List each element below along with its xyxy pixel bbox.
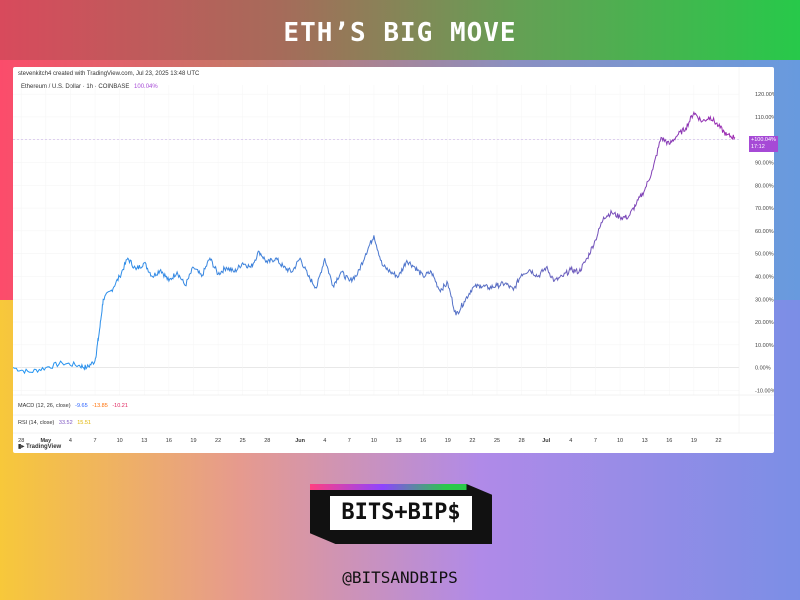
x-tick-label: 19 bbox=[190, 438, 196, 444]
y-tick-label: 70.00% bbox=[755, 206, 774, 212]
x-tick-label: 28 bbox=[18, 438, 24, 444]
x-tick-label: 10 bbox=[371, 438, 377, 444]
x-tick-label: 19 bbox=[691, 438, 697, 444]
y-tick-label: 120.00% bbox=[755, 92, 774, 98]
chart-symbol: Ethereum / U.S. Dollar · 1h · COINBASE 1… bbox=[21, 84, 158, 90]
x-tick-label: 28 bbox=[264, 438, 270, 444]
x-tick-label: 13 bbox=[141, 438, 147, 444]
brand-label: TradingView bbox=[25, 444, 62, 450]
chart-card: stevenkitch4 created with TradingView.co… bbox=[13, 67, 778, 453]
x-tick-label: 7 bbox=[94, 438, 97, 444]
price-chart: 120.00% 110.00% 10 0.00% 90.00% 80.00% 70.00% 6… bbox=[13, 67, 774, 444]
logo-text: BITS+BIP$ bbox=[330, 496, 472, 530]
tradingview-logo[interactable]: ▮▸ TradingView bbox=[18, 443, 61, 450]
y-tick-label: 110.00% bbox=[755, 115, 774, 121]
x-tick-label: 22 bbox=[215, 438, 221, 444]
tradingview-icon: ▮▸ bbox=[18, 444, 26, 450]
x-tick-label: 25 bbox=[494, 438, 500, 444]
x-tick-label: 10 bbox=[617, 438, 623, 444]
y-tick-label: 50.00% bbox=[755, 252, 774, 258]
macd-label: MACD (12, 26, close) bbox=[18, 403, 71, 409]
headline: ETH’S BIG MOVE bbox=[283, 18, 517, 48]
current-value-badge: +100.04% 17:12 bbox=[749, 135, 778, 152]
logo-stripe bbox=[310, 484, 467, 490]
x-tick-label: 28 bbox=[519, 438, 525, 444]
x-tick-label: 19 bbox=[445, 438, 451, 444]
x-tick-label: 13 bbox=[642, 438, 648, 444]
y-tick-label: 40.00% bbox=[755, 274, 774, 280]
symbol-label: Ethereum / U.S. Dollar · 1h · COINBASE bbox=[21, 84, 130, 90]
rsi-indicator: RSI (14, close) 33.52 15.51 bbox=[18, 420, 91, 426]
social-handle: @BITSANDBIPS bbox=[342, 568, 458, 587]
x-tick-label: 25 bbox=[240, 438, 246, 444]
y-tick-label: 60.00% bbox=[755, 229, 774, 235]
x-tick-label: 7 bbox=[594, 438, 597, 444]
x-tick-label: 16 bbox=[166, 438, 172, 444]
macd-value-1: -9.65 bbox=[75, 403, 88, 409]
series-line-eth bbox=[13, 110, 736, 375]
x-tick-label: 4 bbox=[69, 438, 72, 444]
x-tick-label: 4 bbox=[323, 438, 326, 444]
y-tick-label: 0.00% bbox=[755, 366, 771, 372]
bits-and-bips-logo: BITS+BIP$ bbox=[310, 484, 492, 544]
y-tick-label: 20.00% bbox=[755, 320, 774, 326]
x-tick-label: Jul bbox=[542, 438, 550, 444]
macd-value-3: -10.21 bbox=[112, 403, 128, 409]
current-time: 17:12 bbox=[751, 143, 765, 150]
y-tick-label: 30.00% bbox=[755, 297, 774, 303]
macd-value-2: -13.85 bbox=[92, 403, 108, 409]
x-tick-label: May bbox=[40, 438, 52, 444]
x-tick-label: 4 bbox=[569, 438, 572, 444]
chart-credit: stevenkitch4 created with TradingView.co… bbox=[18, 71, 200, 77]
x-tick-label: 16 bbox=[666, 438, 672, 444]
rsi-value-2: 15.51 bbox=[77, 420, 91, 426]
macd-indicator: MACD (12, 26, close) -9.65 -13.85 -10.21 bbox=[18, 403, 128, 409]
x-tick-label: 22 bbox=[715, 438, 721, 444]
x-tick-label: 10 bbox=[117, 438, 123, 444]
y-tick-label: 90.00% bbox=[755, 161, 774, 167]
x-tick-label: Jun bbox=[295, 438, 305, 444]
x-tick-label: 16 bbox=[420, 438, 426, 444]
x-tick-label: 13 bbox=[395, 438, 401, 444]
y-tick-label: 10.00% bbox=[755, 343, 774, 349]
symbol-change: 100.04% bbox=[134, 84, 158, 90]
current-value: +100.04% bbox=[751, 136, 776, 143]
rsi-label: RSI (14, close) bbox=[18, 420, 55, 426]
rsi-value-1: 33.52 bbox=[58, 420, 73, 426]
y-tick-label: -10.00% bbox=[755, 388, 774, 394]
x-tick-label: 7 bbox=[348, 438, 351, 444]
y-tick-label: 80.00% bbox=[755, 183, 774, 189]
x-tick-label: 22 bbox=[469, 438, 475, 444]
